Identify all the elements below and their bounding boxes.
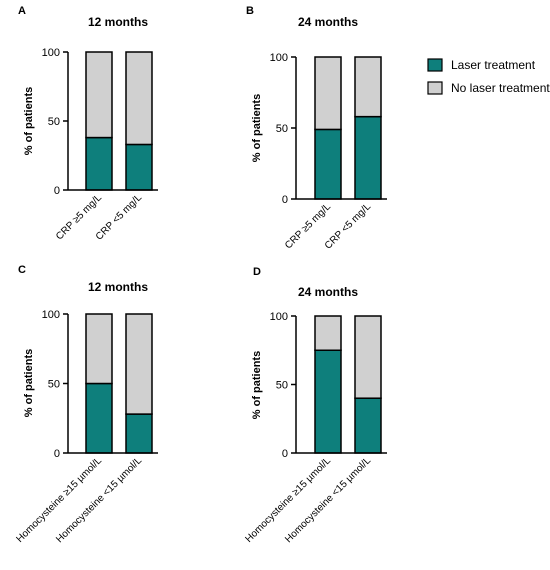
panel-letter: C [18,264,26,276]
bar-no-laser [125,313,153,415]
y-axis-label: % of patients [23,87,35,155]
bar-no-laser [314,56,342,131]
bar-no-laser [354,315,382,399]
y-tick-label: 50 [276,380,288,392]
y-tick-label: 50 [48,116,60,128]
y-tick-label: 100 [42,47,60,59]
panel-title: 12 months [88,280,148,294]
legend-swatch-laser [427,58,443,72]
y-tick-label: 100 [270,52,288,64]
bar-laser [314,128,342,200]
legend-swatch-no-laser [427,81,443,95]
bar-no-laser [85,313,113,385]
y-tick-label: 100 [270,311,288,323]
y-tick-label: 0 [282,448,288,460]
y-tick-label: 50 [48,379,60,391]
category-label: Homocysteine <15 µmol/L [54,455,144,545]
bar-laser [354,397,382,454]
y-axis-label: % of patients [251,94,263,162]
y-axis-label: % of patients [23,349,35,417]
y-tick-label: 0 [282,194,288,206]
legend-label-laser: Laser treatment [451,58,536,72]
category-label: Homocysteine <15 µmol/L [283,455,373,545]
panel-letter: A [18,5,26,17]
bar-no-laser [85,51,113,139]
bar-laser [85,382,113,454]
y-tick-label: 0 [54,448,60,460]
y-axis-label: % of patients [251,351,263,419]
y-tick-label: 0 [54,185,60,197]
panel-letter: B [246,5,254,17]
bar-laser [125,413,153,454]
panel-title: 24 months [298,15,358,29]
panel-title: 24 months [298,285,358,299]
bar-no-laser [314,315,342,351]
bar-laser [354,115,382,200]
legend: Laser treatment No laser treatment [427,58,550,95]
legend-label-no-laser: No laser treatment [451,81,550,95]
bar-no-laser [125,51,153,146]
legend-item-no-laser: No laser treatment [427,81,550,95]
panel-title: 12 months [88,15,148,29]
panel-letter: D [253,266,261,278]
bar-laser [125,143,153,191]
y-tick-label: 100 [42,309,60,321]
legend-item-laser: Laser treatment [427,58,536,72]
bar-laser [85,136,113,191]
y-tick-label: 50 [276,123,288,135]
bar-no-laser [354,56,382,118]
bar-laser [314,349,342,454]
